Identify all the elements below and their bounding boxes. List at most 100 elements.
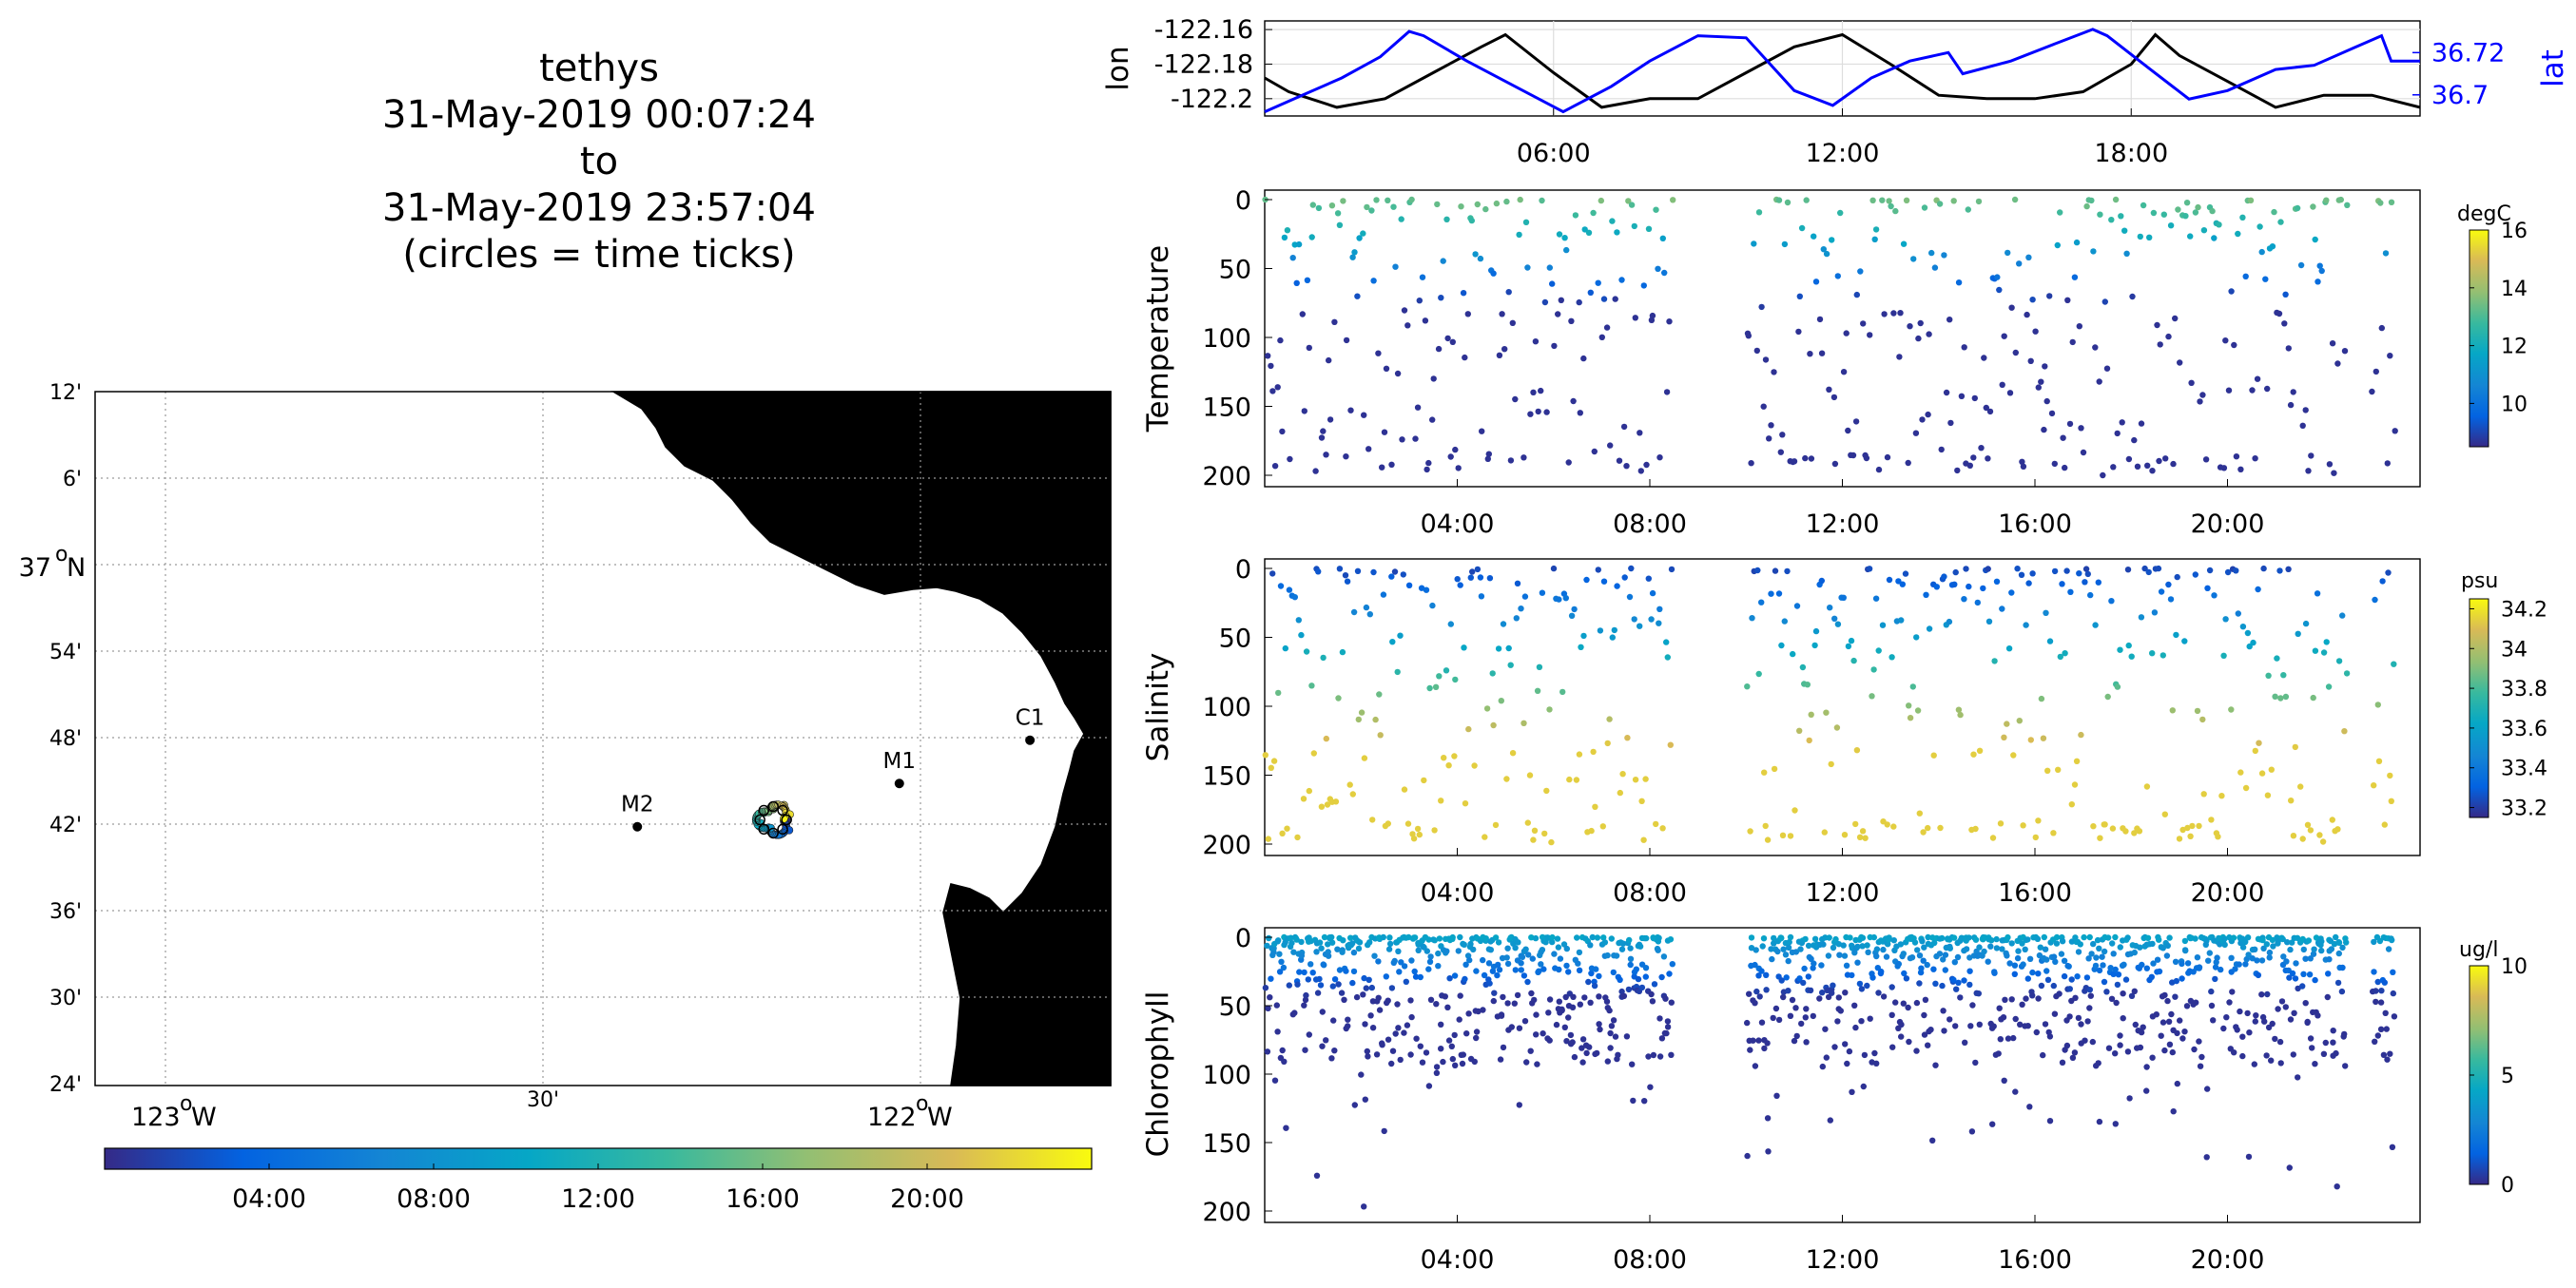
chlorophyll-point bbox=[1417, 973, 1424, 981]
chlorophyll-point bbox=[1753, 947, 1759, 953]
chlorophyll-point bbox=[1302, 1047, 1308, 1053]
position-left-tick-label: -122.16 bbox=[1154, 15, 1253, 45]
chlorophyll-point bbox=[2112, 933, 2119, 941]
chlorophyll-point bbox=[2284, 939, 2291, 946]
chlorophyll-point bbox=[1969, 1002, 1976, 1009]
chlorophyll-point bbox=[1744, 1019, 1751, 1027]
temperature-point bbox=[1505, 289, 1512, 296]
chlorophyll-point bbox=[2008, 996, 2015, 1003]
track-time-tick bbox=[758, 804, 770, 817]
chlorophyll-point bbox=[1873, 1060, 1880, 1067]
chlorophyll-point bbox=[1811, 935, 1819, 942]
temperature-point bbox=[2323, 197, 2330, 203]
salinity-point bbox=[1872, 595, 1880, 602]
chlorophyll-point bbox=[1649, 998, 1656, 1005]
salinity-point bbox=[1827, 605, 1833, 611]
temperature-point bbox=[1994, 274, 2001, 280]
chlorophyll-point bbox=[2161, 1047, 2168, 1054]
chlorophyll-point bbox=[1534, 1061, 1540, 1067]
temperature-point bbox=[1327, 416, 1334, 423]
temperature-point bbox=[2334, 360, 2341, 367]
chlorophyll-point bbox=[1491, 990, 1498, 996]
lat-label-36: 36' bbox=[49, 900, 82, 924]
salinity-point bbox=[2151, 609, 2159, 616]
temperature-point bbox=[2220, 465, 2228, 471]
chlorophyll-point bbox=[1842, 1041, 1849, 1048]
temperature-point bbox=[2183, 200, 2191, 206]
temperature-point bbox=[1587, 289, 1595, 296]
temperature-point bbox=[1336, 221, 1344, 228]
temperature-point bbox=[1796, 293, 1804, 299]
chlorophyll-point bbox=[2184, 960, 2192, 967]
chlorophyll-point bbox=[1451, 972, 1459, 979]
salinity-point bbox=[2388, 798, 2394, 804]
temperature-point bbox=[1628, 202, 1636, 208]
temperature-point bbox=[2369, 388, 2375, 395]
chlorophyll-point bbox=[1801, 965, 1808, 972]
salinity-point bbox=[2044, 767, 2051, 774]
chlorophyll-point bbox=[2095, 1060, 2101, 1067]
position-left-tick-label: -122.18 bbox=[1154, 49, 1253, 79]
chlorophyll-point bbox=[2174, 1029, 2180, 1037]
chlorophyll-point bbox=[1777, 934, 1785, 941]
salinity-point bbox=[1792, 807, 1798, 814]
salinity-colorbar-unit: psu bbox=[2461, 569, 2498, 593]
temperature-point bbox=[2080, 449, 2087, 456]
chlorophyll-point bbox=[1480, 1007, 1486, 1013]
chlorophyll-point bbox=[2312, 976, 2318, 984]
salinity-point bbox=[1828, 760, 1834, 768]
temperature-point bbox=[1435, 345, 1443, 353]
chlorophyll-point bbox=[1829, 990, 1835, 996]
salinity-point bbox=[1747, 828, 1753, 835]
salinity-point bbox=[1640, 836, 1647, 843]
temperature-point bbox=[1287, 455, 1293, 463]
temperature-point bbox=[1670, 197, 1676, 203]
map-lat-labels: 12' 6' 37 o N 54' 48' 42' 36' 30' 24' bbox=[19, 381, 87, 1097]
temperature-point bbox=[2258, 248, 2265, 256]
chlorophyll-point bbox=[1898, 1033, 1905, 1040]
salinity-point bbox=[2082, 566, 2090, 572]
temperature-point bbox=[2187, 233, 2194, 240]
lat-label-42: 42' bbox=[49, 814, 82, 837]
temperature-point bbox=[1745, 333, 1753, 339]
temperature-axes bbox=[1264, 189, 2421, 488]
chlorophyll-point bbox=[1339, 949, 1346, 955]
salinity-point bbox=[1624, 735, 1631, 741]
chlorophyll-point bbox=[1802, 1014, 1810, 1021]
chlorophyll-point bbox=[1545, 1009, 1552, 1016]
temperature-point bbox=[1501, 346, 1508, 353]
chlorophyll-point bbox=[2312, 1061, 2318, 1067]
temperature-point bbox=[1829, 237, 1835, 243]
temperature-point bbox=[1356, 235, 1363, 241]
salinity-point bbox=[1999, 606, 2005, 612]
temperature-point bbox=[2101, 298, 2108, 305]
salinity-point bbox=[1518, 606, 1524, 612]
salinity-point bbox=[1985, 566, 1991, 572]
chlorophyll-point bbox=[1932, 980, 1939, 988]
chlorophyll-point bbox=[2371, 969, 2377, 975]
salinity-point bbox=[2035, 817, 2042, 824]
chlorophyll-point bbox=[1859, 943, 1866, 950]
chlorophyll-point bbox=[1571, 1053, 1579, 1061]
salinity-point bbox=[1804, 682, 1811, 688]
temperature-point bbox=[1458, 203, 1464, 210]
salinity-point bbox=[1315, 568, 1322, 575]
chlorophyll-point bbox=[2096, 967, 2103, 974]
temperature-point bbox=[1965, 206, 1971, 213]
chlorophyll-point bbox=[2310, 951, 2317, 957]
chlorophyll-point bbox=[1451, 1031, 1458, 1039]
temperature-colorbar-unit: degC bbox=[2457, 202, 2511, 226]
salinity-point bbox=[1980, 585, 1986, 592]
station-marker bbox=[632, 821, 643, 832]
temperature-point bbox=[2012, 349, 2019, 356]
salinity-point bbox=[1991, 658, 1998, 664]
chlorophyll-point bbox=[1388, 985, 1396, 991]
salinity-point bbox=[2032, 834, 2039, 841]
salinity-point bbox=[1617, 789, 1624, 797]
salinity-point bbox=[1937, 824, 1944, 832]
chlorophyll-point bbox=[2043, 956, 2050, 963]
chlorophyll-point bbox=[1528, 990, 1535, 997]
chlorophyll-point bbox=[1356, 939, 1364, 946]
chlorophyll-point bbox=[2138, 1028, 2145, 1036]
